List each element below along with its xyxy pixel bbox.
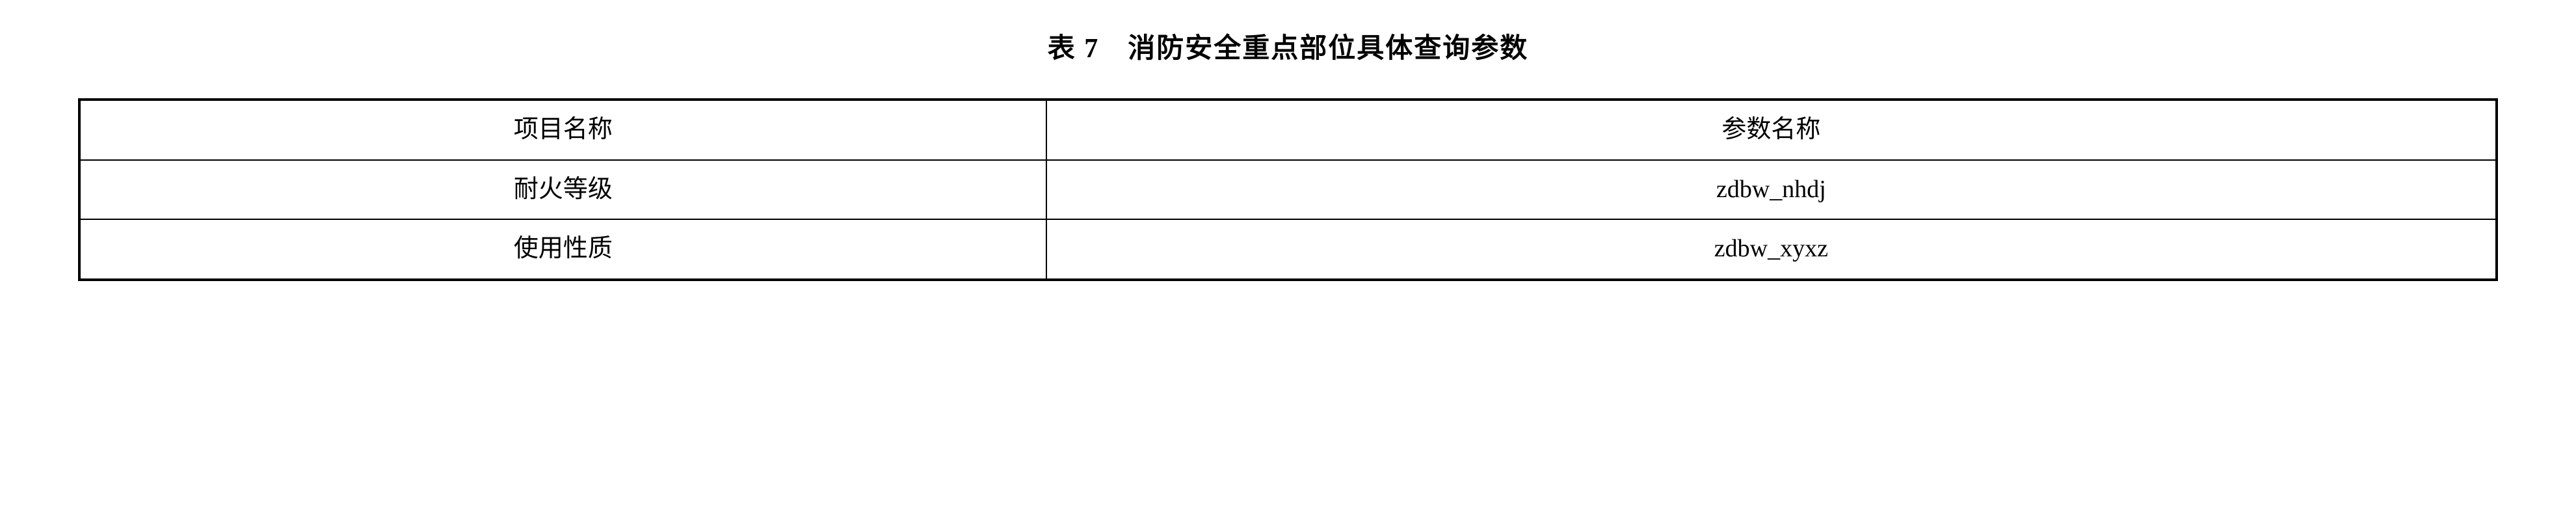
params-table: 项目名称 参数名称 耐火等级 zdbw_nhdj 使用性质 zdbw_xyxz — [78, 98, 2498, 281]
cell-project-name: 耐火等级 — [79, 160, 1046, 220]
header-col-param-name: 参数名称 — [1046, 100, 2497, 160]
table-caption: 表 7 消防安全重点部位具体查询参数 — [78, 26, 2498, 66]
table-row: 使用性质 zdbw_xyxz — [79, 219, 2497, 280]
header-col-project-name: 项目名称 — [79, 100, 1046, 160]
cell-param-name: zdbw_nhdj — [1046, 160, 2497, 220]
cell-param-name: zdbw_xyxz — [1046, 219, 2497, 280]
table-row: 耐火等级 zdbw_nhdj — [79, 160, 2497, 220]
table-header-row: 项目名称 参数名称 — [79, 100, 2497, 160]
cell-project-name: 使用性质 — [79, 219, 1046, 280]
